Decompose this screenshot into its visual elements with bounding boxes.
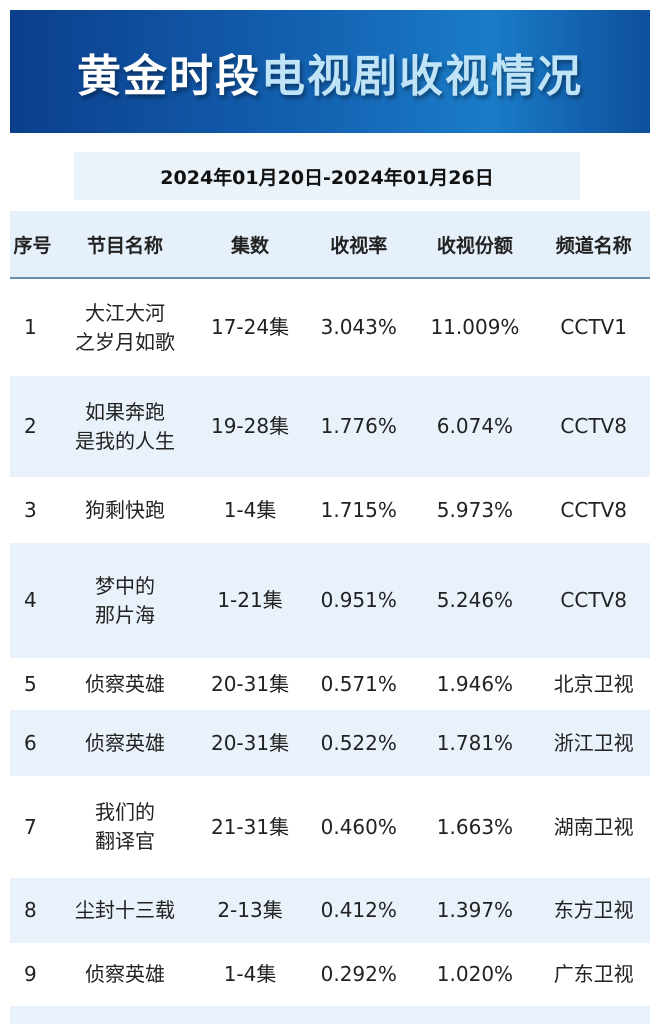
program-name-cell: 侦察英雄 — [55, 710, 196, 776]
share-cell: 5.246% — [412, 543, 538, 658]
program-name-cell: 如果奔跑 是我的人生 — [55, 376, 196, 477]
episodes-cell: 20-31集 — [210, 671, 290, 696]
channel-cell: 湖南卫视 — [553, 814, 634, 839]
rating-cell: 0.460% — [320, 814, 397, 839]
table-row: 7 我们的 翻译官 21-31集 0.460% 1.663% 湖南卫视 — [10, 776, 650, 878]
rating-cell: 3.043% — [320, 315, 397, 339]
share-cell: 11.009% — [430, 315, 520, 339]
episodes-cell: 21-31集 — [210, 814, 290, 839]
share-cell: 1.397% — [412, 878, 538, 943]
channel-cell: CCTV8 — [537, 376, 650, 477]
channel-cell: CCTV1 — [560, 315, 627, 339]
table-row — [10, 1006, 650, 1024]
ratings-table: 序号 节目名称 集数 收视率 收视份额 频道名称 1 大江大河 之岁月如歌 17-24集 3.0… — [10, 211, 650, 1024]
column-header: 收视率 — [305, 211, 413, 279]
program-name-cell: 侦察英雄 — [85, 962, 166, 986]
rank-cell: 5 — [24, 671, 37, 696]
rating-cell: 0.412% — [305, 878, 413, 943]
table-header: 序号 节目名称 集数 收视率 收视份额 频道名称 — [10, 211, 650, 279]
table-row: 2 如果奔跑 是我的人生 19-28集 1.776% 6.074% CCTV8 — [10, 376, 650, 477]
channel-cell: 广东卫视 — [553, 962, 634, 986]
rank-cell: 1 — [24, 315, 37, 339]
program-name-cell: 尘封十三载 — [55, 878, 196, 943]
table-row: 3 狗剩快跑 1-4集 1.715% 5.973% CCTV8 — [10, 477, 650, 543]
page-title: 黄金时段电视剧收视情况 — [77, 50, 583, 102]
column-header: 收视份额 — [412, 211, 538, 279]
column-header: 节目名称 — [55, 211, 196, 279]
channel-cell: 浙江卫视 — [537, 710, 650, 776]
rating-cell: 0.951% — [305, 543, 413, 658]
program-name-cell: 侦察英雄 — [85, 671, 166, 696]
share-cell: 5.973% — [436, 497, 514, 522]
program-name-cell: 我们的 翻译官 — [95, 800, 156, 853]
table-row: 8 尘封十三载 2-13集 0.412% 1.397% 东方卫视 — [10, 878, 650, 943]
program-name-cell: 大江大河 之岁月如歌 — [75, 300, 176, 354]
episodes-cell: 2-13集 — [195, 878, 306, 943]
rank-cell: 6 — [10, 710, 55, 776]
share-cell: 1.946% — [436, 671, 514, 696]
share-cell: 1.781% — [412, 710, 538, 776]
share-cell: 1.663% — [436, 814, 514, 839]
rank-cell: 8 — [10, 878, 55, 943]
share-cell: 6.074% — [412, 376, 538, 477]
table-row: 4 梦中的 那片海 1-21集 0.951% 5.246% CCTV8 — [10, 543, 650, 658]
date-range: 2024年01月20日-2024年01月26日 — [74, 152, 580, 200]
rating-cell: 1.715% — [320, 497, 397, 522]
episodes-cell: 1-4集 — [223, 962, 277, 986]
rank-cell: 9 — [24, 962, 37, 986]
column-header: 频道名称 — [537, 211, 650, 279]
episodes-cell: 1-4集 — [223, 497, 277, 522]
episodes-cell: 1-21集 — [195, 543, 306, 658]
table-row: 1 大江大河 之岁月如歌 17-24集 3.043% 11.009% CCTV1 — [10, 278, 650, 376]
channel-cell: 北京卫视 — [553, 671, 634, 696]
program-name-cell: 梦中的 那片海 — [55, 543, 196, 658]
column-header: 序号 — [10, 211, 55, 279]
share-cell: 1.020% — [436, 962, 514, 986]
rating-cell: 0.522% — [305, 710, 413, 776]
rank-cell: 7 — [24, 814, 37, 839]
rating-cell: 0.292% — [320, 962, 397, 986]
channel-cell: CCTV8 — [560, 497, 627, 522]
table-row: 6 侦察英雄 20-31集 0.522% 1.781% 浙江卫视 — [10, 710, 650, 776]
episodes-cell: 19-28集 — [195, 376, 306, 477]
episodes-cell: 17-24集 — [210, 315, 290, 339]
table-row: 5 侦察英雄 20-31集 0.571% 1.946% 北京卫视 — [10, 658, 650, 710]
table-row: 9 侦察英雄 1-4集 0.292% 1.020% 广东卫视 — [10, 943, 650, 1006]
rating-cell: 0.571% — [320, 671, 397, 696]
episodes-cell: 20-31集 — [195, 710, 306, 776]
rating-cell: 1.776% — [305, 376, 413, 477]
channel-cell: 东方卫视 — [537, 878, 650, 943]
channel-cell: CCTV8 — [537, 543, 650, 658]
rank-cell: 4 — [10, 543, 55, 658]
column-header: 集数 — [195, 211, 306, 279]
program-name-cell: 狗剩快跑 — [85, 497, 166, 522]
rank-cell: 2 — [10, 376, 55, 477]
rank-cell: 3 — [24, 497, 37, 522]
title-banner: 黄金时段电视剧收视情况 — [10, 10, 650, 133]
